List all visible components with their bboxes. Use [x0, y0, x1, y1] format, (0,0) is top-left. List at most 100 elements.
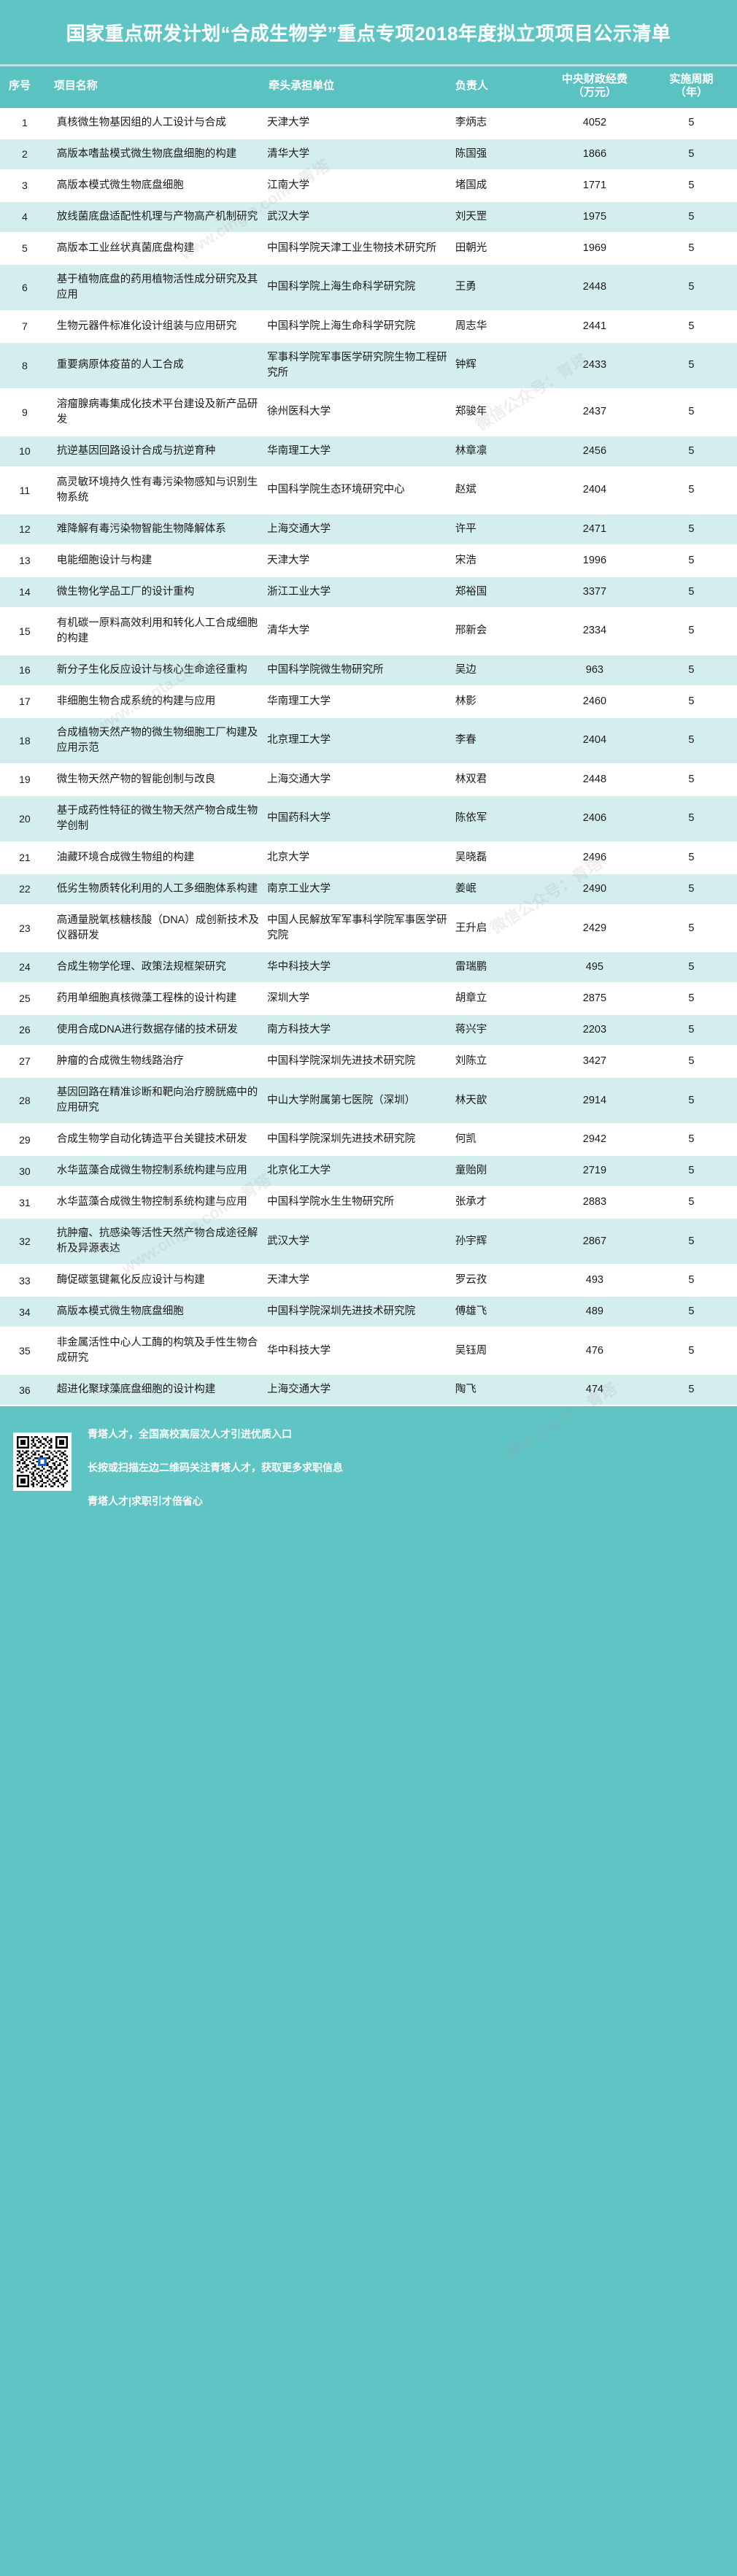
cell-no: 19 [0, 763, 50, 796]
cell-leader: 林章凛 [452, 435, 544, 468]
cell-project-name: 抗逆基因回路设计合成与抗逆育种 [49, 435, 265, 468]
cell-leader: 周志华 [452, 310, 544, 343]
cell-project-name: 使用合成DNA进行数据存储的技术研发 [49, 1014, 265, 1047]
cell-organization: 中山大学附属第七医院（深圳） [264, 1077, 452, 1125]
cell-fund: 3377 [543, 576, 646, 609]
table-row: 9 溶瘤腺病毒集成化技术平台建设及新产品研发 徐州医科大学 郑骏年 2437 5 [0, 388, 737, 436]
table-row: 22 低劣生物质转化利用的人工多细胞体系构建 南京工业大学 姜岷 2490 5 [0, 874, 737, 906]
table-row: 1 真核微生物基因组的人工设计与合成 天津大学 李炳志 4052 5 [0, 107, 737, 139]
table-row: 28 基因回路在精准诊断和靶向治疗膀胱癌中的应用研究 中山大学附属第七医院（深圳）林… [0, 1077, 737, 1125]
table-row: 17 非细胞生物合成系统的构建与应用 华南理工大学 林影 2460 5 [0, 685, 737, 718]
cell-leader: 童贻刚 [452, 1155, 544, 1188]
table-row: 7 生物元器件标准化设计组装与应用研究 中国科学院上海生命科学研究院 周志华 2441 5 [0, 310, 737, 343]
cell-fund: 2942 [543, 1124, 646, 1157]
qr-code-icon[interactable] [13, 1432, 72, 1492]
table-row: 8 重要病原体疫苗的人工合成 军事科学院军事医学研究院生物工程研究所 钟辉 2433 5 [0, 342, 737, 390]
column-header-fund: 中央财政经费 （万元） [543, 66, 646, 108]
cell-project-name: 高灵敏环境持久性有毒污染物感知与识别生物系统 [49, 466, 265, 514]
cell-years: 5 [645, 874, 737, 906]
project-table: 序号 项目名称 牵头承担单位 负责人 中央财政经费 （万元） 实施周期 （年） … [0, 66, 737, 1407]
cell-fund: 2914 [543, 1077, 646, 1125]
cell-years: 5 [645, 576, 737, 609]
cell-no: 12 [0, 513, 50, 546]
cell-years: 5 [645, 342, 737, 390]
cell-years: 5 [645, 1124, 737, 1157]
cell-years: 5 [645, 544, 737, 577]
cell-leader: 郑裕国 [452, 576, 544, 609]
cell-no: 22 [0, 874, 50, 906]
cell-leader: 邢新会 [452, 607, 544, 655]
cell-organization: 中国科学院微生物研究所 [264, 654, 452, 687]
cell-organization: 中国科学院水生生物研究所 [264, 1187, 452, 1219]
cell-years: 5 [645, 685, 737, 718]
cell-leader: 孙宇辉 [452, 1218, 544, 1266]
cell-years: 5 [645, 310, 737, 343]
cell-fund: 2203 [543, 1014, 646, 1047]
footer-line-1: 青塔人才，全国高校高层次人才引进优质入口 [88, 1428, 292, 1441]
cell-fund: 4052 [543, 107, 646, 139]
cell-fund: 1771 [543, 169, 646, 202]
cell-years: 5 [645, 263, 737, 312]
table-row: 33 酶促碳氢键氟化反应设计与构建 天津大学 罗云孜 493 5 [0, 1265, 737, 1297]
cell-no: 2 [0, 138, 50, 171]
table-row: 16 新分子生化反应设计与核心生命途径重构 中国科学院微生物研究所 吴边 963 5 [0, 654, 737, 687]
cell-project-name: 重要病原体疫苗的人工合成 [49, 342, 265, 390]
cell-years: 5 [645, 1374, 737, 1407]
cell-no: 7 [0, 310, 50, 343]
cell-no: 15 [0, 607, 50, 655]
cell-no: 29 [0, 1124, 50, 1157]
table-row: 19 微生物天然产物的智能创制与改良 上海交通大学 林双君 2448 5 [0, 763, 737, 796]
cell-organization: 清华大学 [264, 607, 452, 655]
cell-organization: 南京工业大学 [264, 874, 452, 906]
column-header-years-unit: （年） [674, 86, 708, 99]
cell-fund: 2404 [543, 466, 646, 514]
cell-project-name: 高版本工业丝状真菌底盘构建 [49, 232, 265, 265]
table-row: 30 水华蓝藻合成微生物控制系统构建与应用 北京化工大学 童贻刚 2719 5 [0, 1155, 737, 1188]
table-row: 26 使用合成DNA进行数据存储的技术研发 南方科技大学 蒋兴宇 2203 5 [0, 1014, 737, 1047]
cell-leader: 吴晓磊 [452, 842, 544, 875]
cell-organization: 中国科学院深圳先进技术研究院 [264, 1046, 452, 1079]
table-header: 序号 项目名称 牵头承担单位 负责人 中央财政经费 （万元） 实施周期 （年） [0, 66, 737, 108]
cell-fund: 2448 [543, 263, 646, 312]
cell-leader: 钟辉 [452, 342, 544, 390]
table-row: 27 肿瘤的合成微生物线路治疗 中国科学院深圳先进技术研究院 刘陈立 3427 5 [0, 1046, 737, 1079]
cell-years: 5 [645, 1296, 737, 1329]
cell-leader: 刘陈立 [452, 1046, 544, 1079]
cell-fund: 2441 [543, 310, 646, 343]
table-row: 31 水华蓝藻合成微生物控制系统构建与应用 中国科学院水生生物研究所 张承才 2883 5 [0, 1187, 737, 1219]
cell-organization: 天津大学 [264, 544, 452, 577]
table-row: 29 合成生物学自动化铸造平台关键技术研发 中国科学院深圳先进技术研究院 何凯 2942… [0, 1124, 737, 1157]
cell-leader: 陈依军 [452, 795, 544, 844]
cell-fund: 963 [543, 654, 646, 687]
cell-fund: 493 [543, 1265, 646, 1297]
table-row: 34 高版本模式微生物底盘细胞 中国科学院深圳先进技术研究院 傅雄飞 489 5 [0, 1296, 737, 1329]
cell-fund: 2490 [543, 874, 646, 906]
cell-fund: 1975 [543, 201, 646, 234]
cell-leader: 宋浩 [452, 544, 544, 577]
cell-no: 30 [0, 1155, 50, 1188]
footer-line-3: 青塔人才|求职引才倍省心 [88, 1495, 203, 1508]
footer-line-2: 长按或扫描左边二维码关注青塔人才，获取更多求职信息 [88, 1462, 343, 1474]
cell-years: 5 [645, 905, 737, 953]
cell-leader: 王升启 [452, 905, 544, 953]
column-header-leader: 负责人 [452, 66, 544, 108]
cell-project-name: 放线菌底盘适配性机理与产物高产机制研究 [49, 201, 265, 234]
cell-no: 6 [0, 263, 50, 312]
cell-no: 14 [0, 576, 50, 609]
cell-no: 33 [0, 1265, 50, 1297]
cell-organization: 天津大学 [264, 1265, 452, 1297]
cell-organization: 中国科学院天津工业生物技术研究所 [264, 232, 452, 265]
cell-leader: 王勇 [452, 263, 544, 312]
table-header-row: 序号 项目名称 牵头承担单位 负责人 中央财政经费 （万元） 实施周期 （年） [0, 66, 737, 108]
cell-organization: 中国药科大学 [264, 795, 452, 844]
cell-organization: 深圳大学 [264, 983, 452, 1016]
cell-leader: 堵国成 [452, 169, 544, 202]
cell-project-name: 新分子生化反应设计与核心生命途径重构 [49, 654, 265, 687]
cell-leader: 罗云孜 [452, 1265, 544, 1297]
cell-no: 1 [0, 107, 50, 139]
cell-no: 27 [0, 1046, 50, 1079]
table-row: 11 高灵敏环境持久性有毒污染物感知与识别生物系统 中国科学院生态环境研究中心 赵斌 2… [0, 466, 737, 514]
cell-project-name: 溶瘤腺病毒集成化技术平台建设及新产品研发 [49, 388, 265, 436]
cell-organization: 中国科学院上海生命科学研究院 [264, 263, 452, 312]
cell-fund: 2437 [543, 388, 646, 436]
